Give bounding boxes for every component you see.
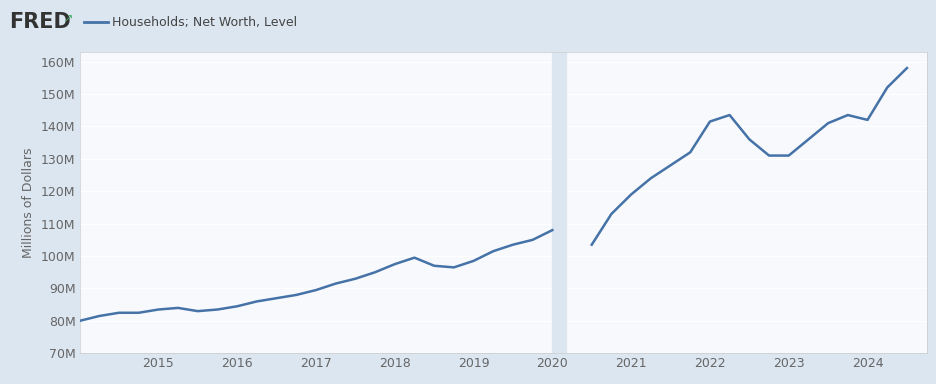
Text: FRED: FRED	[9, 12, 71, 32]
Text: Households; Net Worth, Level: Households; Net Worth, Level	[112, 16, 298, 28]
Text: ↗: ↗	[64, 15, 73, 25]
Bar	[552, 52, 565, 353]
Y-axis label: Millions of Dollars: Millions of Dollars	[22, 147, 36, 258]
